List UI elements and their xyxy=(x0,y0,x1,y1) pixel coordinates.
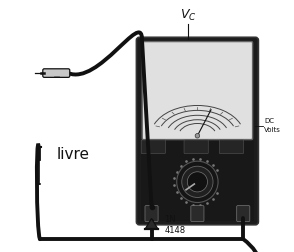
Text: DC
Volts: DC Volts xyxy=(264,118,281,133)
FancyBboxPatch shape xyxy=(184,140,208,153)
Circle shape xyxy=(187,172,208,192)
Text: $V_C$: $V_C$ xyxy=(180,8,196,23)
Bar xyxy=(141,141,254,220)
Polygon shape xyxy=(145,218,158,229)
Circle shape xyxy=(182,166,213,198)
Circle shape xyxy=(195,134,200,138)
FancyBboxPatch shape xyxy=(237,206,250,222)
Circle shape xyxy=(177,161,218,203)
FancyBboxPatch shape xyxy=(142,42,253,140)
FancyBboxPatch shape xyxy=(191,206,204,222)
FancyBboxPatch shape xyxy=(145,206,158,222)
FancyBboxPatch shape xyxy=(141,140,166,153)
Text: livre: livre xyxy=(56,147,89,163)
Text: 1N
4148: 1N 4148 xyxy=(164,215,186,235)
FancyBboxPatch shape xyxy=(136,37,258,225)
FancyBboxPatch shape xyxy=(219,140,243,153)
FancyBboxPatch shape xyxy=(43,69,70,77)
